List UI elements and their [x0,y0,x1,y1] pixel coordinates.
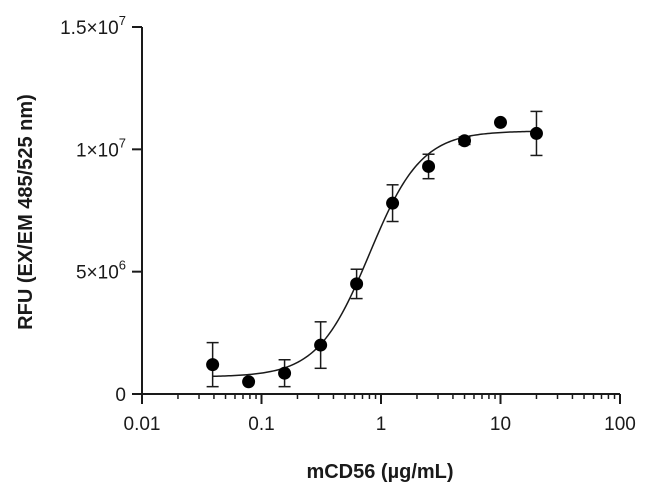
data-points [206,115,543,389]
y-tick-label: 1×107 [76,135,126,161]
data-point [314,338,328,352]
data-point [350,277,364,291]
error-bars [206,110,543,388]
data-point [278,366,292,380]
x-tick-label: 0.1 [248,414,274,435]
axes [141,27,620,395]
data-point [206,358,220,372]
x-tick-label: 100 [604,414,636,435]
x-axis-ticks: 0.01 0.1 1 10 100 [124,394,636,435]
y-axis-title: RFU (EX/EM 485/525 nm) [15,94,37,330]
data-point [422,159,436,173]
fit-curve [212,130,537,378]
data-point [494,115,507,129]
y-tick-label: 1.5×107 [60,13,126,39]
y-tick-label: 5×106 [76,258,126,284]
x-tick-label: 10 [490,414,511,435]
x-tick-label: 1 [376,414,387,435]
y-tick-label: 0 [115,385,126,406]
x-tick-label: 0.01 [124,414,161,435]
y-axis-ticks: 0 5×106 1×107 1.5×107 [60,13,142,406]
x-axis-title: mCD56 (µg/mL) [306,461,453,483]
data-point [386,196,400,210]
data-point [458,134,472,148]
data-point [529,126,543,140]
data-point [242,375,256,389]
